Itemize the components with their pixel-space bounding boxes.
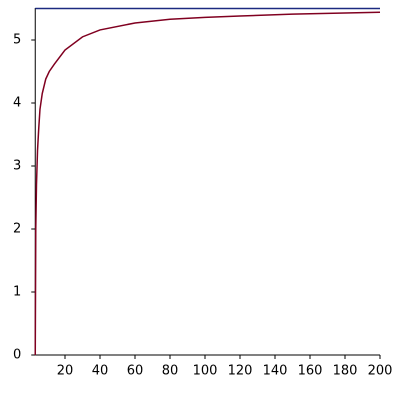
x-tick-label: 80 — [162, 364, 179, 379]
x-tick-label: 160 — [298, 364, 323, 379]
x-tick-label: 180 — [333, 364, 358, 379]
x-tick-label: 40 — [92, 364, 109, 379]
y-tick-label: 5 — [13, 33, 21, 48]
x-tick-label: 120 — [228, 364, 253, 379]
line-series — [34, 11, 381, 356]
y-tick-label: 0 — [13, 348, 21, 363]
y-tick-label: 2 — [13, 222, 21, 237]
x-tick-label: 20 — [57, 364, 74, 379]
x-tick-label: 60 — [127, 364, 144, 379]
x-tick-label: 200 — [368, 364, 393, 379]
y-tick-label: 4 — [13, 96, 21, 111]
y-tick-label: 3 — [13, 159, 21, 174]
x-tick-label: 100 — [193, 364, 218, 379]
y-tick-label: 1 — [13, 285, 21, 300]
x-tick-label: 140 — [263, 364, 288, 379]
